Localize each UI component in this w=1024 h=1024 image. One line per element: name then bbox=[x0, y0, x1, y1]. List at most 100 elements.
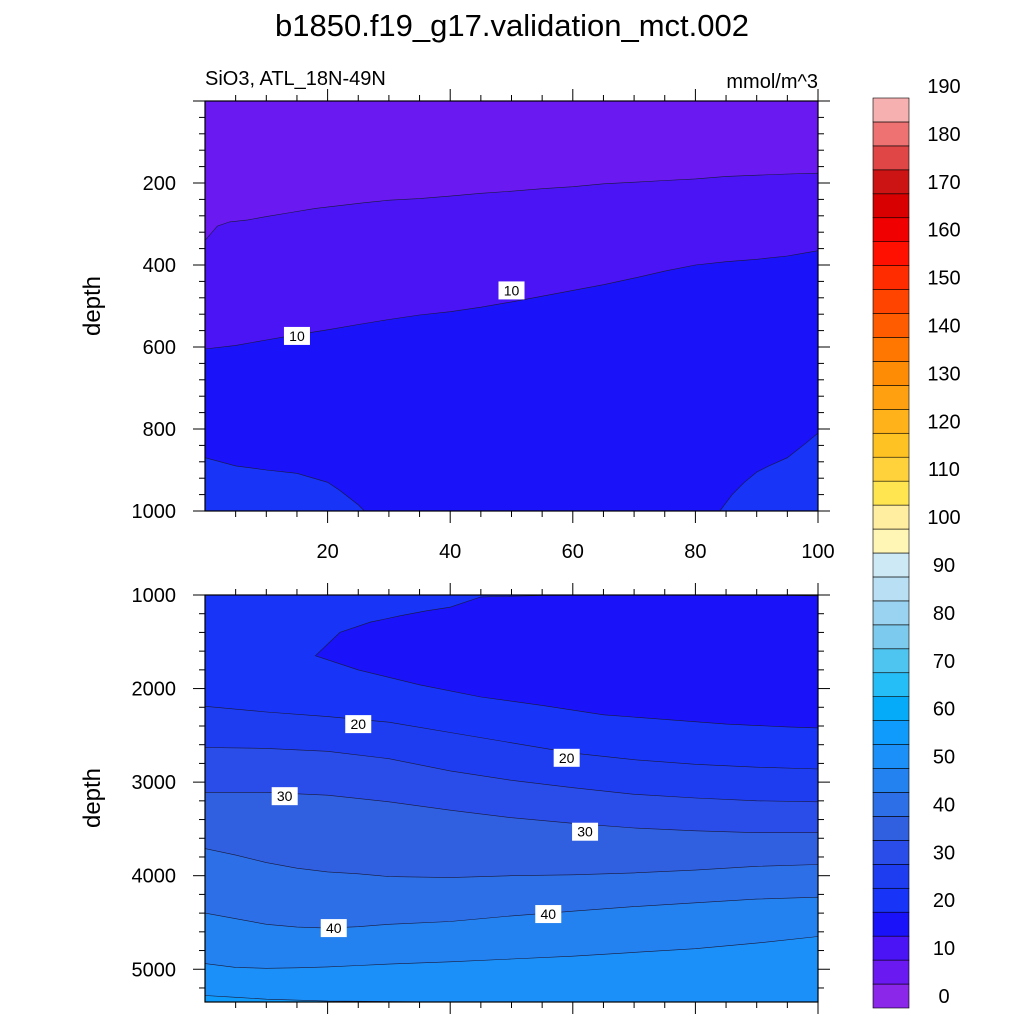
colorbar-swatch bbox=[872, 935, 910, 961]
colorbar-label: 160 bbox=[927, 220, 960, 242]
bottom-contour-label: 30 bbox=[277, 788, 293, 804]
bottom-axis-ticks: 1000 2000 3000 4000 5000 bbox=[132, 583, 830, 1014]
colorbar-swatch bbox=[872, 887, 910, 913]
colorbar-swatch bbox=[872, 504, 910, 530]
bottom-contour-labels: 20 20 30 30 40 40 bbox=[271, 715, 599, 938]
colorbar-swatch bbox=[872, 624, 910, 650]
colorbar-label: 100 bbox=[927, 507, 960, 529]
colorbar-label: 190 bbox=[927, 76, 960, 98]
bottom-contour-label-box bbox=[320, 919, 347, 938]
colorbar-swatch bbox=[872, 840, 910, 865]
colorbar-label: 110 bbox=[928, 459, 960, 481]
colorbar-swatch bbox=[872, 816, 910, 841]
bottom-y-tick-label: 5000 bbox=[132, 959, 177, 981]
bottom-y-axis-label: depth bbox=[79, 768, 106, 828]
bottom-contour-label-box bbox=[535, 905, 562, 924]
colorbar-label: 70 bbox=[933, 651, 955, 673]
colorbar-swatch bbox=[872, 361, 910, 386]
bottom-contour-label: 30 bbox=[577, 824, 593, 840]
colorbar-swatch bbox=[872, 528, 910, 554]
colorbar-swatch bbox=[872, 552, 910, 578]
top-y-tick-label: 200 bbox=[143, 173, 176, 195]
top-panel: 10 10 200 400 600 800 1000 20 40 60 80 100 depth bbox=[79, 89, 835, 563]
bottom-contour-band-45 bbox=[205, 936, 818, 1002]
colorbar-swatch bbox=[872, 959, 910, 985]
bottom-contour-label: 20 bbox=[559, 750, 575, 766]
colorbar-label: 0 bbox=[938, 986, 949, 1008]
colorbar-swatch bbox=[872, 648, 910, 674]
colorbar-swatch bbox=[872, 337, 910, 362]
bottom-contour-label: 40 bbox=[326, 920, 342, 936]
colorbar-swatch bbox=[872, 768, 910, 793]
top-contour-label: 10 bbox=[289, 328, 305, 344]
colorbar-swatch bbox=[872, 744, 910, 769]
colorbar-label: 140 bbox=[927, 316, 960, 338]
bottom-contour-band-50 bbox=[205, 995, 818, 1002]
colorbar: 0 10 20 30 40 50 60 70 80 90 100 110 120 130 140 150 160… bbox=[872, 76, 961, 1009]
colorbar-swatch bbox=[872, 432, 910, 458]
top-x-tick-label: 100 bbox=[801, 541, 834, 563]
top-contour-label-box bbox=[498, 281, 525, 300]
colorbar-swatch bbox=[872, 480, 910, 506]
colorbar-swatch bbox=[872, 193, 910, 219]
colorbar-swatch bbox=[872, 289, 910, 314]
bottom-contour-label-box bbox=[345, 715, 372, 734]
colorbar-swatch bbox=[872, 720, 910, 745]
colorbar-swatch bbox=[872, 600, 910, 626]
colorbar-label: 130 bbox=[927, 363, 960, 385]
colorbar-label: 120 bbox=[927, 411, 960, 433]
colorbar-swatch bbox=[872, 911, 910, 937]
bottom-contour-label: 20 bbox=[350, 716, 366, 732]
top-contour-fills bbox=[205, 101, 818, 511]
colorbar-label: 30 bbox=[933, 842, 955, 864]
colorbar-label: 80 bbox=[933, 603, 955, 625]
bottom-y-tick-label: 4000 bbox=[132, 866, 177, 888]
colorbar-swatch bbox=[872, 169, 910, 195]
colorbar-swatch bbox=[872, 97, 910, 123]
colorbar-label: 50 bbox=[933, 747, 955, 769]
colorbar-swatch bbox=[872, 696, 910, 721]
top-y-tick-label: 1000 bbox=[132, 501, 177, 523]
colorbar-swatch bbox=[872, 217, 910, 242]
bottom-contour-label: 40 bbox=[540, 906, 556, 922]
top-x-tick-label: 40 bbox=[439, 541, 461, 563]
colorbar-swatch bbox=[872, 409, 910, 434]
top-contour-label-box bbox=[283, 326, 310, 345]
figure-title: b1850.f19_g17.validation_mct.002 bbox=[275, 8, 749, 43]
colorbar-swatch bbox=[872, 121, 910, 147]
top-contour-labels: 10 10 bbox=[283, 281, 525, 345]
top-x-tick-label: 80 bbox=[684, 541, 706, 563]
top-x-tick-label: 20 bbox=[316, 541, 338, 563]
panel-subtitle-left: SiO3, ATL_18N-49N bbox=[205, 68, 386, 90]
bottom-y-tick-label: 2000 bbox=[132, 679, 177, 701]
colorbar-label: 170 bbox=[927, 172, 960, 194]
colorbar-swatch bbox=[872, 265, 910, 290]
colorbar-label: 60 bbox=[933, 699, 955, 721]
top-y-tick-label: 600 bbox=[143, 337, 176, 359]
bottom-contour-fills bbox=[205, 595, 818, 1002]
colorbar-swatch bbox=[872, 145, 910, 171]
colorbar-swatch bbox=[872, 576, 910, 602]
top-y-axis-label: depth bbox=[79, 276, 106, 336]
colorbar-swatch bbox=[872, 456, 910, 482]
bottom-contour-label-box bbox=[553, 748, 580, 767]
bottom-y-tick-label: 3000 bbox=[132, 772, 177, 794]
colorbar-swatch bbox=[872, 241, 910, 266]
top-contour-band-15 bbox=[205, 432, 818, 511]
colorbar-label: 10 bbox=[933, 938, 955, 960]
colorbar-label: 20 bbox=[933, 890, 955, 912]
top-x-tick-label: 60 bbox=[562, 541, 584, 563]
colorbar-label: 150 bbox=[927, 268, 960, 290]
colorbar-label: 40 bbox=[933, 794, 955, 816]
panel-subtitle-right: mmol/m^3 bbox=[726, 71, 818, 93]
colorbar-swatch bbox=[872, 983, 910, 1009]
top-contour-label: 10 bbox=[504, 282, 520, 298]
top-y-tick-label: 800 bbox=[143, 419, 176, 441]
bottom-contour-label-box bbox=[271, 787, 298, 806]
colorbar-swatch bbox=[872, 792, 910, 817]
bottom-panel: 20 20 30 30 40 40 1000 2000 3000 4000 5000 depth bbox=[79, 583, 830, 1014]
colorbar-swatch bbox=[872, 313, 910, 338]
bottom-contour-label-box bbox=[572, 822, 599, 841]
bottom-y-tick-label: 1000 bbox=[132, 585, 177, 607]
